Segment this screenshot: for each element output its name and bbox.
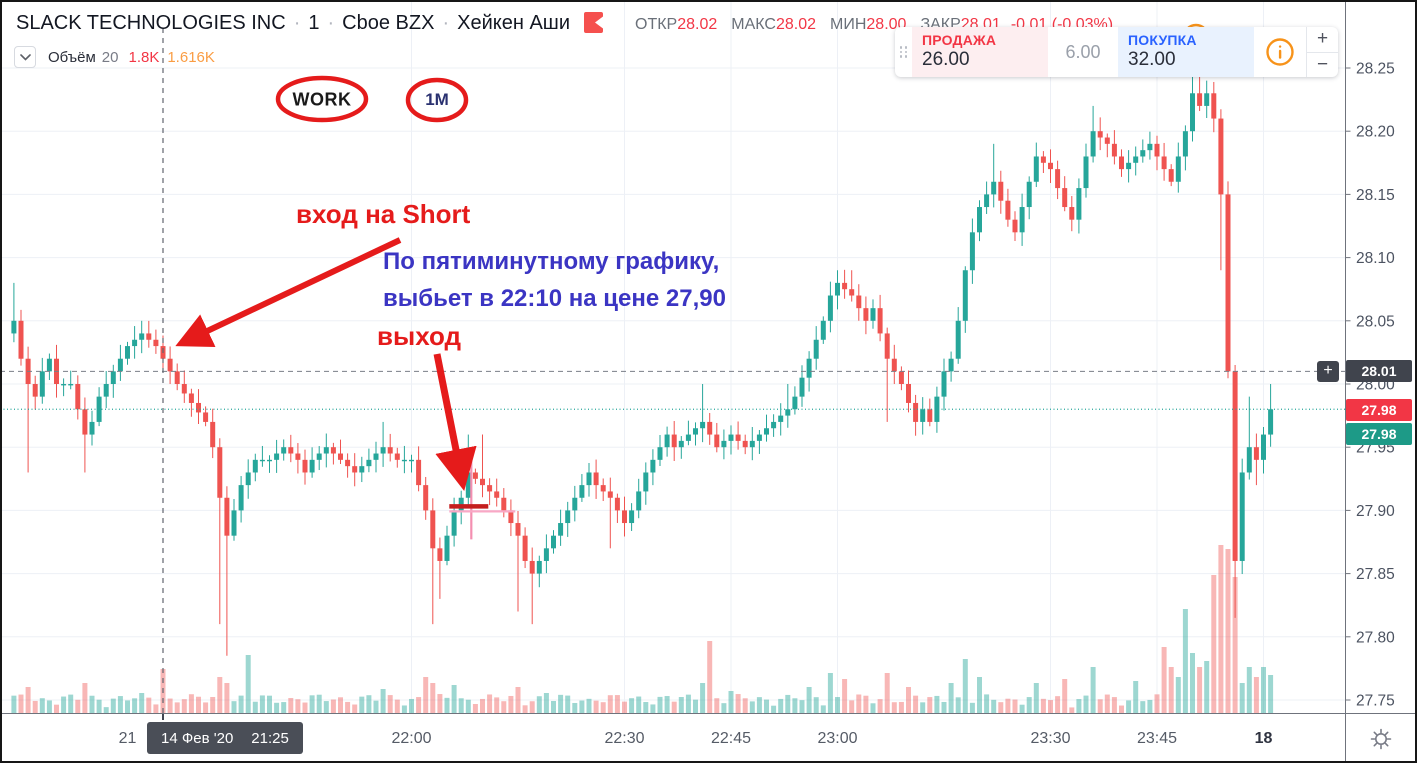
- work-annotation: WORK: [292, 89, 352, 110]
- separator: ·: [442, 12, 450, 34]
- work-ellipse: [275, 75, 369, 123]
- current-price-badge: 28.01: [1346, 360, 1412, 382]
- ohlc-label: МИН: [830, 16, 867, 33]
- time-tick-label: 23:30: [1030, 730, 1070, 747]
- tooltip-date: 14 Фев '20: [161, 729, 234, 747]
- time-axis-labels[interactable]: 21 22:00 22:30 22:45 23:00 23:30 23:45 18: [119, 730, 1273, 747]
- drawn-annotations: [175, 75, 477, 491]
- volume-ma-value: 1.616K: [167, 48, 215, 66]
- exit-arrow: [433, 353, 477, 491]
- exit-annotation: выход: [377, 321, 462, 351]
- quantity-stepper: + −: [1306, 27, 1338, 77]
- ohlc-label: ОТКР: [635, 16, 678, 33]
- timeframe-ellipse: [405, 77, 469, 123]
- time-tick-label: 23:45: [1137, 730, 1177, 747]
- ohlc-value: 28.02: [775, 16, 817, 33]
- separator: ·: [327, 12, 335, 34]
- interval-label: 1: [308, 12, 320, 34]
- ohlc-value: 28.02: [677, 16, 718, 33]
- scale-settings-sun-icon[interactable]: [1368, 726, 1394, 757]
- buy-label: ПОКУПКА: [1128, 32, 1197, 48]
- buy-price-badge: 27.98: [1346, 423, 1412, 445]
- note-line-1: По пятиминутному графику,: [383, 248, 720, 275]
- volume-value: 1.8K: [128, 48, 160, 66]
- add-alert-plus-button[interactable]: +: [1317, 361, 1339, 382]
- price-tick-label: 27.80: [1356, 629, 1395, 646]
- red-flag-logo-icon: [584, 12, 603, 39]
- quantity-minus-button[interactable]: −: [1316, 53, 1329, 75]
- exchange-label: Cboe BZX: [342, 12, 435, 34]
- sell-price: 26.00: [922, 49, 970, 70]
- price-tick-label: 27.90: [1356, 503, 1395, 520]
- drag-handle[interactable]: [895, 27, 912, 77]
- chevron-down-icon[interactable]: [14, 46, 36, 68]
- price-tick-label: 27.75: [1356, 693, 1395, 710]
- time-tick-label: 22:30: [604, 730, 644, 747]
- volume-indicator-legend: Объём 20 1.8K 1.616K: [14, 46, 215, 68]
- chart-style-label: Хейкен Аши: [457, 12, 570, 34]
- quantity-plus-button[interactable]: +: [1307, 27, 1338, 53]
- price-tick-label: 28.05: [1356, 313, 1395, 330]
- separator: ·: [293, 12, 301, 34]
- timeframe-annotation: 1M: [425, 90, 449, 109]
- price-tick-label: 28.15: [1356, 187, 1395, 204]
- candles: [11, 68, 1274, 656]
- spread-value: 6.00: [1065, 41, 1101, 62]
- price-tick-label: 27.85: [1356, 566, 1395, 583]
- buy-price: 32.00: [1128, 49, 1176, 70]
- gridlines: [0, 0, 1346, 713]
- buy-sell-panel: ПРОДАЖА 26.00 6.00 ПОКУПКА 32.00 + −: [895, 27, 1338, 77]
- indicator-name: Объём: [48, 48, 96, 66]
- time-tick-label: 22:00: [391, 730, 431, 747]
- time-tick-label: 23:00: [817, 730, 857, 747]
- ohlc-label: МАКС: [731, 16, 776, 33]
- price-axis-labels[interactable]: 28.2528.2028.1528.1028.0528.0027.9527.90…: [1345, 61, 1396, 710]
- time-axis-tooltip: 14 Фев '20 21:25: [147, 722, 303, 754]
- info-circle-icon[interactable]: [1254, 27, 1306, 77]
- note-annotation: По пятиминутному графику, выбьет в 22:10…: [383, 243, 726, 317]
- time-tick-label: 18: [1255, 730, 1273, 747]
- price-tick-label: 28.20: [1356, 124, 1395, 141]
- sell-price-badge: 27.98: [1346, 399, 1412, 421]
- sell-button[interactable]: ПРОДАЖА 26.00: [912, 27, 1048, 77]
- symbol-title: SLACK TECHNOLOGIES INC: [16, 12, 286, 34]
- sell-label: ПРОДАЖА: [922, 32, 997, 48]
- entry-arrow: [175, 237, 402, 348]
- indicator-period: 20: [101, 48, 119, 66]
- time-tick-label: 21: [119, 730, 137, 747]
- entry-annotation: вход на Short: [296, 199, 471, 229]
- note-line-2: выбьет в 22:10 на цене 27,90: [383, 285, 726, 312]
- volume-bars: [11, 545, 1274, 713]
- time-tick-label: 22:45: [711, 730, 751, 747]
- tooltip-time: 21:25: [251, 729, 289, 747]
- price-tick-label: 28.10: [1356, 250, 1395, 267]
- axis-crosshair-tick: [162, 714, 164, 720]
- buy-button[interactable]: ПОКУПКА 32.00: [1118, 27, 1254, 77]
- price-tick-label: 28.25: [1356, 61, 1395, 78]
